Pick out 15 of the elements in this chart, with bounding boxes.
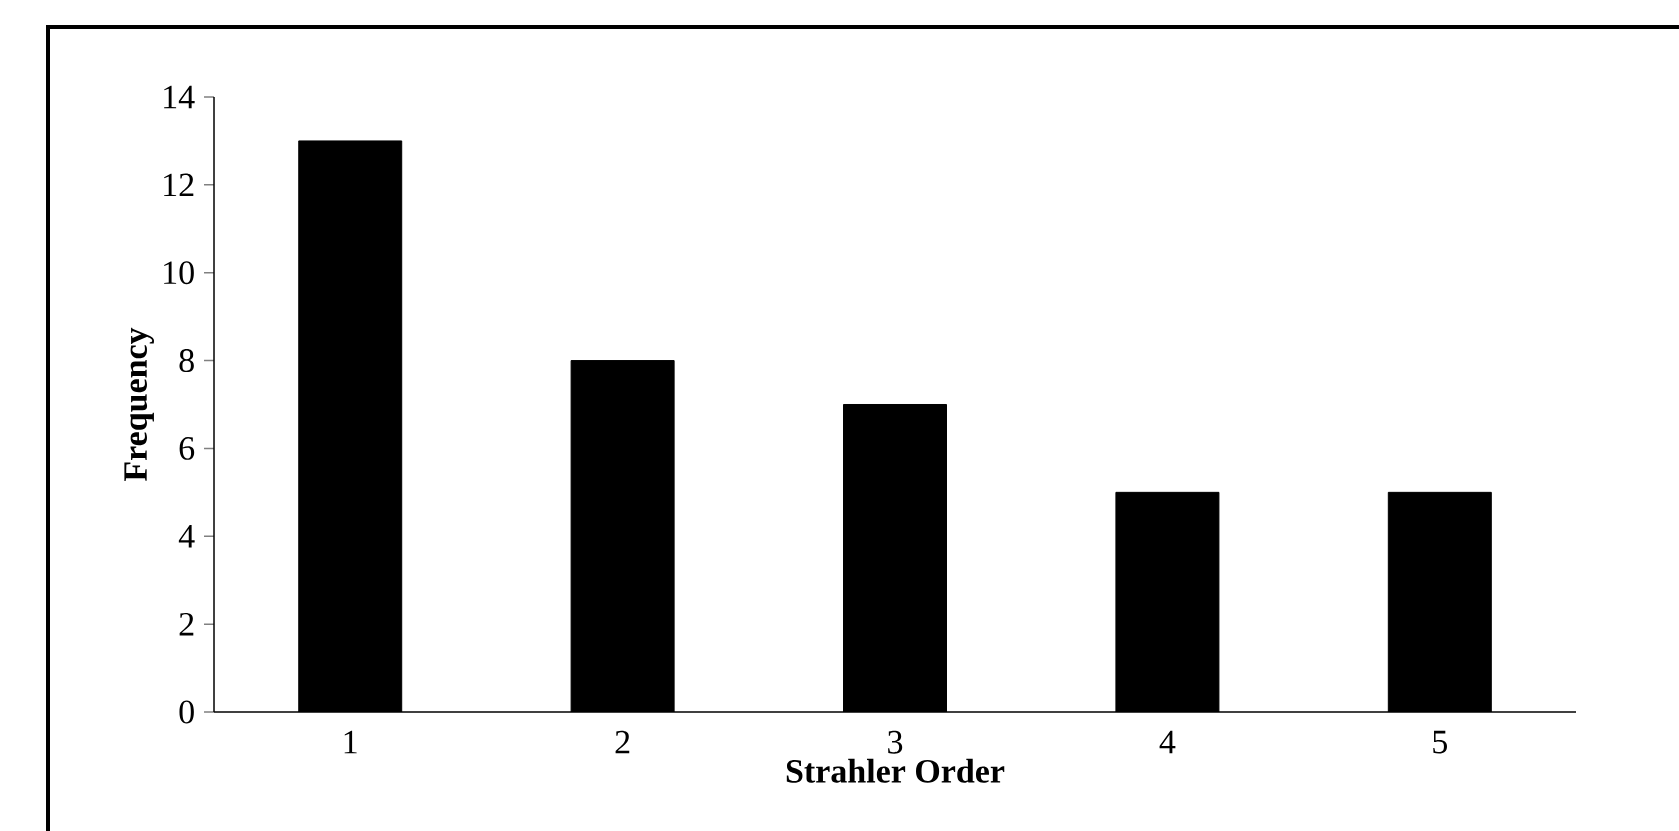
- x-tick-label: 1: [344, 730, 357, 754]
- y-axis-title: Frequency: [124, 327, 154, 482]
- y-tick-label: 8: [179, 349, 194, 373]
- y-tick-label: 12: [164, 173, 194, 197]
- y-tick-label: 0: [179, 700, 194, 724]
- x-tick-label: 2: [615, 730, 630, 754]
- y-tick-label: 14: [164, 85, 195, 109]
- y-tick-label: 10: [164, 261, 194, 285]
- y-tick-label: 2: [179, 612, 194, 636]
- x-tick-label: 5: [1433, 730, 1447, 754]
- y-tick-label: 4: [178, 525, 195, 548]
- x-axis-title: Strahler Order: [786, 758, 1005, 783]
- x-tick-label: 4: [1159, 730, 1176, 754]
- x-tick-label: 3: [888, 730, 903, 754]
- y-tick-label: 6: [179, 437, 195, 460]
